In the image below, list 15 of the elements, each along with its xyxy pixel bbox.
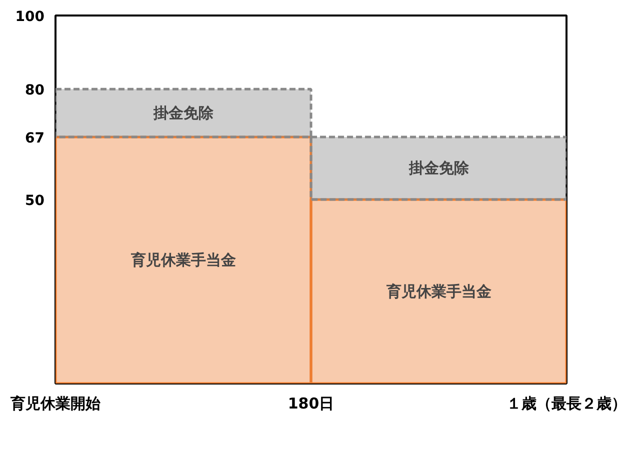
text: 180日 <box>288 394 334 412</box>
text: 育児休業開始 <box>10 394 102 412</box>
text: １歳（最長２歳） <box>506 394 626 412</box>
series-label: 育児休業手当金 <box>130 251 236 270</box>
bar <box>56 88 312 138</box>
text: 育児休業手当金 <box>386 282 492 300</box>
y-tick-label: 80 <box>25 82 45 99</box>
bar <box>56 136 312 384</box>
series-label: 掛金免除 <box>152 104 214 122</box>
bar <box>310 198 566 384</box>
y-tick-label: 67 <box>25 130 44 146</box>
y-tick-label: 50 <box>25 193 45 209</box>
text: 掛金免除 <box>408 159 469 178</box>
bar <box>310 136 566 201</box>
y-tick-label: 100 <box>15 9 45 25</box>
